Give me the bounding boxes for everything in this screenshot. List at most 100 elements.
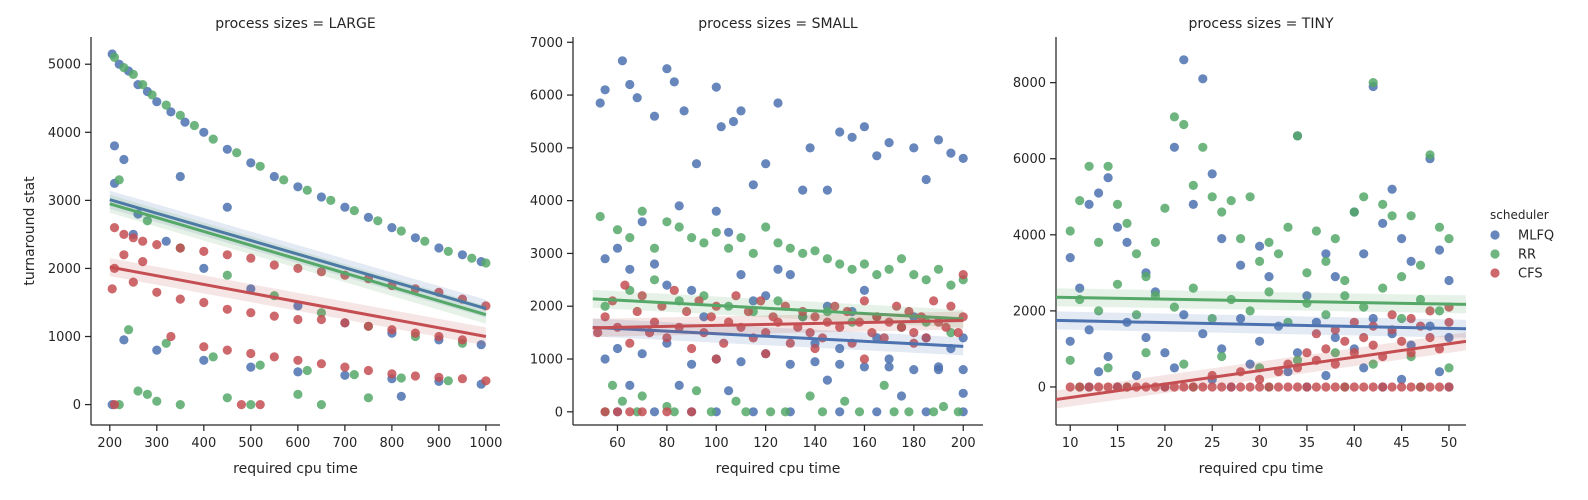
panel-title: process sizes = SMALL (698, 16, 858, 32)
data-point-rr (1321, 256, 1331, 266)
y-tick-label: 3000 (48, 194, 81, 209)
x-tick-label: 140 (803, 436, 828, 451)
data-point-mlfq (921, 407, 931, 417)
data-point-mlfq (649, 407, 660, 417)
data-point-mlfq (1094, 367, 1104, 377)
data-point-mlfq (246, 362, 256, 372)
data-point-rr (1415, 260, 1426, 270)
data-point-mlfq (1397, 234, 1407, 244)
data-point-rr (1179, 359, 1189, 369)
data-point-mlfq (632, 93, 642, 103)
data-point-rr (373, 216, 383, 226)
data-point-mlfq (1330, 332, 1340, 343)
data-point-cfs (1198, 382, 1208, 392)
data-point-mlfq (1169, 363, 1179, 373)
x-tick-label: 900 (426, 436, 451, 451)
data-point-mlfq (835, 407, 845, 417)
data-point-cfs (731, 291, 741, 301)
data-point-mlfq (872, 407, 882, 417)
data-point-mlfq (1198, 329, 1208, 339)
data-point-rr (1188, 283, 1198, 293)
data-point-cfs (1311, 382, 1321, 392)
x-tick-label: 45 (1393, 436, 1410, 451)
data-point-rr (152, 396, 162, 406)
data-point-mlfq (909, 365, 919, 375)
data-point-cfs (434, 372, 444, 382)
data-point-mlfq (1236, 313, 1246, 324)
data-point-mlfq (1444, 332, 1454, 343)
data-point-cfs (743, 306, 754, 317)
y-tick-label: 6000 (530, 89, 563, 104)
data-point-mlfq (687, 359, 697, 369)
data-point-rr (649, 243, 660, 253)
data-point-cfs (946, 301, 956, 311)
data-point-cfs (340, 318, 350, 328)
data-point-mlfq (687, 285, 697, 295)
data-point-cfs (1169, 382, 1179, 392)
data-point-mlfq (835, 359, 845, 369)
x-tick-label: 160 (852, 436, 877, 451)
data-point-rr (1245, 192, 1255, 202)
data-point-mlfq (269, 171, 279, 182)
data-point-mlfq (1292, 348, 1303, 358)
series-mlfq (1065, 55, 1454, 392)
data-point-cfs (600, 407, 610, 417)
data-point-cfs (835, 322, 845, 332)
data-point-rr (1112, 199, 1123, 209)
data-point-rr (1349, 207, 1359, 217)
data-point-rr (822, 254, 833, 264)
data-point-rr (946, 280, 956, 290)
data-point-cfs (1397, 336, 1407, 346)
data-point-cfs (879, 333, 889, 343)
data-point-rr (1217, 351, 1227, 362)
data-point-cfs (1065, 382, 1075, 392)
data-point-cfs (1292, 382, 1303, 392)
data-point-rr (854, 407, 865, 417)
data-point-cfs (1349, 348, 1359, 358)
data-point-mlfq (716, 122, 726, 132)
data-point-mlfq (363, 212, 373, 222)
data-point-mlfq (246, 158, 256, 168)
data-point-mlfq (637, 217, 647, 227)
data-point-cfs (649, 317, 660, 327)
data-point-mlfq (859, 122, 870, 132)
data-point-cfs (1444, 382, 1454, 392)
data-point-rr (637, 391, 647, 401)
data-point-mlfq (1103, 351, 1113, 362)
data-point-rr (1368, 78, 1378, 88)
data-point-rr (363, 393, 373, 403)
data-point-cfs (1415, 382, 1426, 392)
y-tick-label: 2000 (1013, 304, 1046, 319)
data-point-rr (835, 259, 845, 269)
data-point-cfs (706, 312, 716, 322)
data-point-cfs (1397, 382, 1407, 392)
data-point-mlfq (1094, 188, 1104, 198)
data-point-cfs (340, 362, 350, 372)
data-point-rr (147, 90, 157, 100)
data-point-mlfq (1255, 336, 1265, 346)
data-point-rr (724, 243, 734, 253)
data-point-rr (1122, 218, 1132, 228)
data-point-rr (649, 275, 660, 285)
data-point-mlfq (884, 354, 894, 364)
data-point-rr (1112, 279, 1123, 289)
data-point-cfs (1330, 382, 1340, 392)
data-point-mlfq (724, 386, 734, 396)
data-point-mlfq (1264, 272, 1274, 282)
data-point-mlfq (896, 391, 907, 401)
x-tick-label: 200 (951, 436, 976, 451)
data-point-rr (161, 100, 171, 110)
data-point-mlfq (1406, 256, 1416, 266)
data-point-rr (766, 407, 776, 417)
data-point-rr (1444, 234, 1454, 244)
data-point-mlfq (612, 343, 623, 354)
data-point-rr (255, 161, 265, 171)
data-point-cfs (152, 240, 162, 250)
data-point-rr (625, 233, 635, 243)
data-point-mlfq (119, 335, 129, 345)
data-point-rr (208, 352, 218, 362)
data-point-cfs (1075, 382, 1085, 392)
x-tick-label: 180 (901, 436, 926, 451)
y-tick-label: 5000 (530, 141, 563, 156)
data-point-mlfq (1179, 55, 1189, 65)
